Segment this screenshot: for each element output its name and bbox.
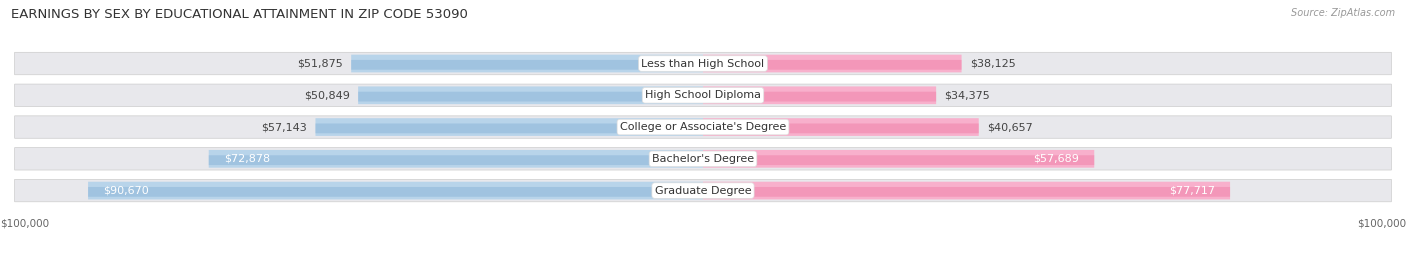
- Text: $50,849: $50,849: [304, 90, 350, 100]
- FancyBboxPatch shape: [14, 148, 1392, 170]
- Text: High School Diploma: High School Diploma: [645, 90, 761, 100]
- FancyBboxPatch shape: [703, 155, 1094, 165]
- FancyBboxPatch shape: [89, 187, 703, 197]
- FancyBboxPatch shape: [352, 55, 703, 72]
- Text: $57,143: $57,143: [262, 122, 308, 132]
- Text: $34,375: $34,375: [945, 90, 990, 100]
- Text: $90,670: $90,670: [103, 185, 149, 196]
- FancyBboxPatch shape: [14, 116, 1392, 138]
- FancyBboxPatch shape: [14, 52, 1392, 75]
- FancyBboxPatch shape: [703, 150, 1094, 168]
- Text: Source: ZipAtlas.com: Source: ZipAtlas.com: [1291, 8, 1395, 18]
- Text: College or Associate's Degree: College or Associate's Degree: [620, 122, 786, 132]
- FancyBboxPatch shape: [703, 187, 1230, 197]
- Text: $57,689: $57,689: [1033, 154, 1080, 164]
- Legend: Male, Female: Male, Female: [647, 267, 759, 268]
- FancyBboxPatch shape: [703, 118, 979, 136]
- Text: $40,657: $40,657: [987, 122, 1032, 132]
- Text: $38,125: $38,125: [970, 58, 1015, 69]
- FancyBboxPatch shape: [703, 86, 936, 104]
- FancyBboxPatch shape: [703, 92, 936, 102]
- FancyBboxPatch shape: [14, 84, 1392, 106]
- FancyBboxPatch shape: [703, 60, 962, 70]
- Text: Graduate Degree: Graduate Degree: [655, 185, 751, 196]
- FancyBboxPatch shape: [703, 55, 962, 72]
- FancyBboxPatch shape: [703, 182, 1230, 199]
- FancyBboxPatch shape: [315, 118, 703, 136]
- Text: Bachelor's Degree: Bachelor's Degree: [652, 154, 754, 164]
- FancyBboxPatch shape: [359, 92, 703, 102]
- FancyBboxPatch shape: [703, 124, 979, 133]
- FancyBboxPatch shape: [208, 155, 703, 165]
- FancyBboxPatch shape: [315, 124, 703, 133]
- FancyBboxPatch shape: [89, 182, 703, 199]
- Text: EARNINGS BY SEX BY EDUCATIONAL ATTAINMENT IN ZIP CODE 53090: EARNINGS BY SEX BY EDUCATIONAL ATTAINMEN…: [11, 8, 468, 21]
- Text: $51,875: $51,875: [297, 58, 343, 69]
- FancyBboxPatch shape: [14, 179, 1392, 202]
- Text: Less than High School: Less than High School: [641, 58, 765, 69]
- Text: $77,717: $77,717: [1170, 185, 1215, 196]
- Text: $72,878: $72,878: [224, 154, 270, 164]
- FancyBboxPatch shape: [359, 86, 703, 104]
- FancyBboxPatch shape: [352, 60, 703, 70]
- FancyBboxPatch shape: [208, 150, 703, 168]
